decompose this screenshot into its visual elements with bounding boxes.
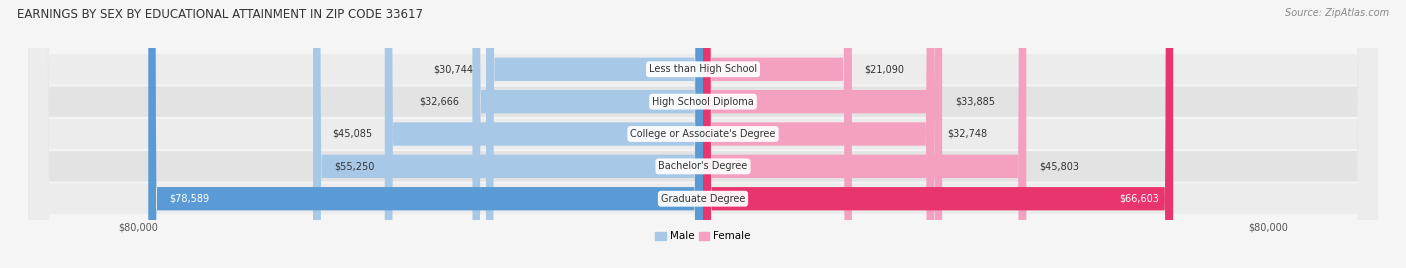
FancyBboxPatch shape xyxy=(148,0,703,268)
Text: Less than High School: Less than High School xyxy=(650,64,756,74)
Text: $45,085: $45,085 xyxy=(332,129,373,139)
Text: $55,250: $55,250 xyxy=(335,161,374,171)
Text: $33,885: $33,885 xyxy=(955,97,995,107)
Text: $66,603: $66,603 xyxy=(1119,194,1159,204)
FancyBboxPatch shape xyxy=(314,0,703,268)
FancyBboxPatch shape xyxy=(486,0,703,268)
FancyBboxPatch shape xyxy=(703,0,1173,268)
FancyBboxPatch shape xyxy=(28,0,1378,268)
FancyBboxPatch shape xyxy=(28,0,1378,268)
FancyBboxPatch shape xyxy=(28,0,1378,268)
Text: EARNINGS BY SEX BY EDUCATIONAL ATTAINMENT IN ZIP CODE 33617: EARNINGS BY SEX BY EDUCATIONAL ATTAINMEN… xyxy=(17,8,423,21)
FancyBboxPatch shape xyxy=(385,0,703,268)
Text: Source: ZipAtlas.com: Source: ZipAtlas.com xyxy=(1285,8,1389,18)
Text: College or Associate's Degree: College or Associate's Degree xyxy=(630,129,776,139)
Text: $32,666: $32,666 xyxy=(420,97,460,107)
Text: $30,744: $30,744 xyxy=(433,64,474,74)
FancyBboxPatch shape xyxy=(28,0,1378,268)
Legend: Male, Female: Male, Female xyxy=(651,227,755,245)
Text: $32,748: $32,748 xyxy=(946,129,987,139)
FancyBboxPatch shape xyxy=(28,0,1378,268)
FancyBboxPatch shape xyxy=(703,0,1026,268)
Text: Bachelor's Degree: Bachelor's Degree xyxy=(658,161,748,171)
FancyBboxPatch shape xyxy=(472,0,703,268)
Text: $78,589: $78,589 xyxy=(170,194,209,204)
FancyBboxPatch shape xyxy=(703,0,934,268)
FancyBboxPatch shape xyxy=(703,0,942,268)
Text: $21,090: $21,090 xyxy=(865,64,904,74)
FancyBboxPatch shape xyxy=(703,0,852,268)
Text: High School Diploma: High School Diploma xyxy=(652,97,754,107)
Text: Graduate Degree: Graduate Degree xyxy=(661,194,745,204)
Text: $45,803: $45,803 xyxy=(1039,161,1078,171)
